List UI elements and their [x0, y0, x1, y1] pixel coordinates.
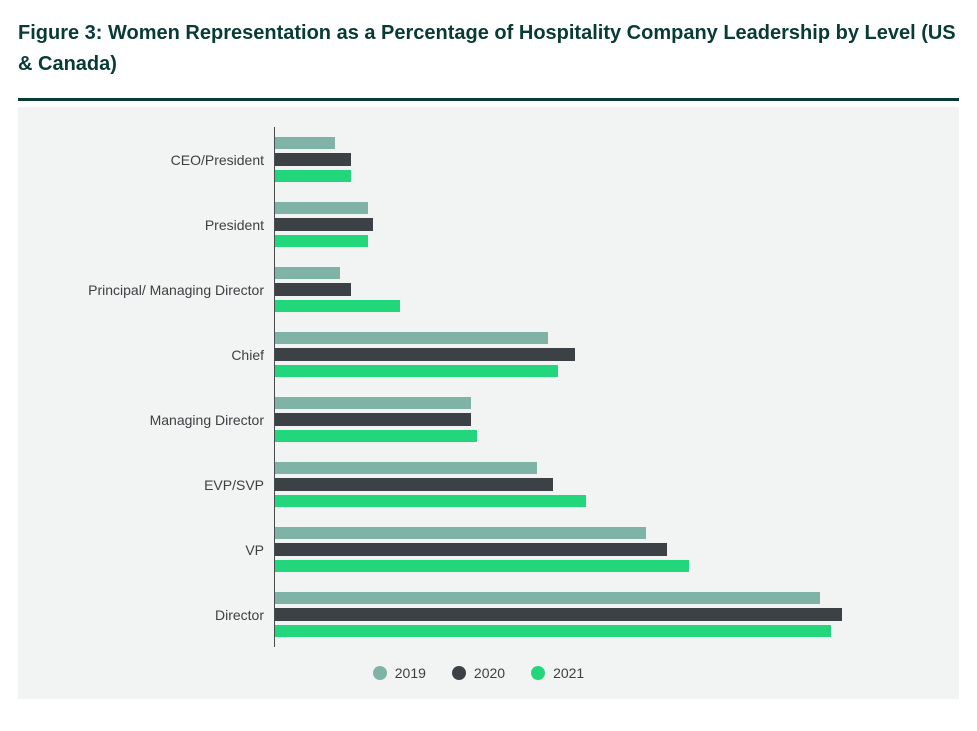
bar: [275, 218, 373, 230]
bar: [275, 462, 537, 474]
bar-group: [275, 192, 929, 257]
bar: [275, 527, 646, 539]
bar: [275, 202, 368, 214]
chart-panel: CEO/PresidentPresidentPrincipal/ Managin…: [18, 107, 959, 699]
bar: [275, 625, 831, 637]
bar: [275, 560, 689, 572]
bar: [275, 592, 820, 604]
legend: 2019 2020 2021: [28, 647, 929, 681]
figure-title: Figure 3: Women Representation as a Perc…: [18, 18, 959, 80]
bar-group: [275, 257, 929, 322]
legend-swatch: [531, 666, 545, 680]
bar: [275, 413, 471, 425]
legend-item: 2019: [373, 665, 426, 681]
legend-item: 2020: [452, 665, 505, 681]
grouped-bar-chart: CEO/PresidentPresidentPrincipal/ Managin…: [28, 127, 929, 647]
category-label: Chief: [28, 322, 264, 387]
bar: [275, 170, 351, 182]
bar: [275, 430, 477, 442]
legend-label: 2019: [395, 665, 426, 681]
category-label: VP: [28, 517, 264, 582]
legend-item: 2021: [531, 665, 584, 681]
category-label: Principal/ Managing Director: [28, 257, 264, 322]
category-label: Director: [28, 582, 264, 647]
bar: [275, 495, 586, 507]
bar: [275, 300, 400, 312]
bar: [275, 267, 340, 279]
bar: [275, 608, 842, 620]
bars-column: [274, 127, 929, 647]
bar: [275, 543, 667, 555]
legend-swatch: [452, 666, 466, 680]
bar-group: [275, 517, 929, 582]
bar-group: [275, 387, 929, 452]
category-label: Managing Director: [28, 387, 264, 452]
category-label: CEO/President: [28, 127, 264, 192]
bar: [275, 332, 548, 344]
legend-label: 2021: [553, 665, 584, 681]
bar-group: [275, 127, 929, 192]
bar: [275, 397, 471, 409]
category-label: EVP/SVP: [28, 452, 264, 517]
bar-group: [275, 322, 929, 387]
bar: [275, 348, 575, 360]
bar-group: [275, 452, 929, 517]
bar: [275, 478, 553, 490]
bar: [275, 137, 335, 149]
category-labels-column: CEO/PresidentPresidentPrincipal/ Managin…: [28, 127, 274, 647]
category-label: President: [28, 192, 264, 257]
bar: [275, 235, 368, 247]
title-rule: [18, 98, 959, 101]
bar: [275, 153, 351, 165]
legend-label: 2020: [474, 665, 505, 681]
bar: [275, 283, 351, 295]
bar-group: [275, 582, 929, 647]
legend-swatch: [373, 666, 387, 680]
bar: [275, 365, 558, 377]
